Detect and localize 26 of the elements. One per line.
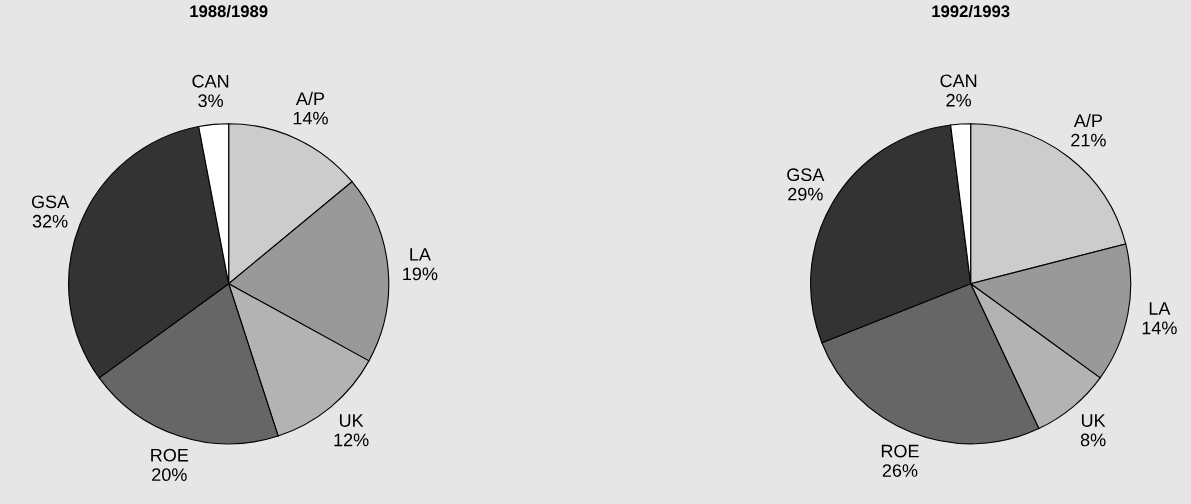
data-label: 20% — [152, 468, 187, 482]
data-label: 21% — [1071, 133, 1106, 147]
slice-label: LA — [410, 248, 431, 261]
data-label: 14% — [293, 111, 328, 125]
slice-label: A/P — [295, 91, 325, 106]
data-label: 32% — [32, 214, 68, 228]
slice-label: A/P — [1073, 113, 1102, 128]
slice-label: GSA — [31, 195, 70, 209]
data-label: 3% — [198, 94, 223, 108]
slice-label: LA — [1149, 302, 1171, 315]
chart-title: 1992/1993 — [932, 4, 1010, 18]
slice-label: CAN — [940, 74, 977, 88]
chart-title: 1988/1989 — [190, 4, 268, 18]
data-label: 26% — [882, 464, 918, 477]
slice-label: CAN — [192, 74, 229, 88]
data-label: 14% — [1142, 321, 1177, 335]
slice-label: UK — [339, 414, 364, 427]
slice-label: ROE — [151, 448, 189, 462]
data-label: 29% — [788, 187, 823, 201]
data-label: 12% — [334, 433, 369, 447]
slice-label: GSA — [787, 168, 825, 182]
data-label: 8% — [1080, 433, 1106, 447]
data-label: 2% — [946, 93, 972, 107]
slice-label: UK — [1081, 414, 1106, 427]
slice-label: ROE — [881, 444, 919, 458]
data-label: 19% — [403, 267, 438, 281]
